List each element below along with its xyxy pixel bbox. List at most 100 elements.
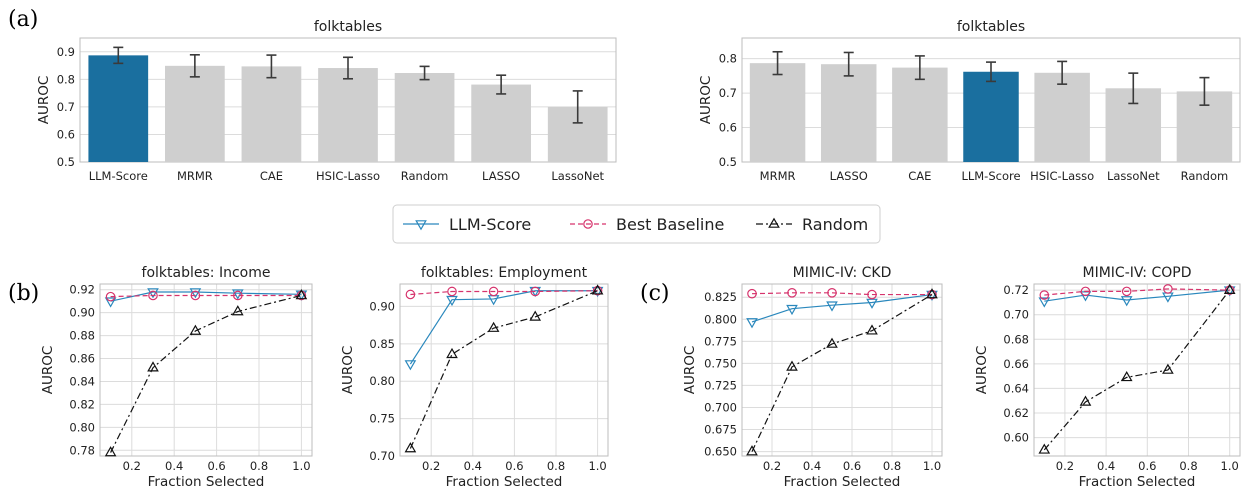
series-line-best-baseline bbox=[410, 290, 598, 296]
y-tick-label: 0.75 bbox=[369, 412, 395, 426]
data-point-llm-score bbox=[189, 288, 202, 299]
x-category-label: MRMR bbox=[177, 169, 213, 183]
x-tick-label: 0.8 bbox=[547, 459, 565, 473]
data-point-random bbox=[487, 321, 500, 332]
series-line-random bbox=[1043, 289, 1231, 451]
y-tick-label: 0.6 bbox=[719, 121, 737, 135]
y-tick-label: 0.800 bbox=[704, 312, 737, 326]
data-point-best-baseline bbox=[867, 289, 877, 300]
data-point-llm-score bbox=[487, 295, 500, 306]
legend-label: Random bbox=[802, 215, 868, 234]
data-point-best-baseline bbox=[488, 286, 499, 297]
x-tick-label: 0.6 bbox=[1138, 459, 1156, 473]
bar-cae bbox=[241, 66, 302, 162]
data-point-best-baseline bbox=[1163, 284, 1173, 294]
data-point-best-baseline bbox=[827, 288, 837, 298]
x-tick-label: 1.0 bbox=[923, 459, 941, 473]
x-category-label: HSIC-Lasso bbox=[1030, 169, 1094, 183]
x-axis-label: Fraction Selected bbox=[784, 474, 901, 488]
y-tick-label: 0.7 bbox=[57, 100, 75, 114]
data-point-random bbox=[189, 324, 202, 335]
bar-llm-score bbox=[88, 55, 149, 162]
data-point-random bbox=[746, 445, 758, 456]
x-tick-label: 1.0 bbox=[588, 459, 606, 473]
bar-hsic-lasso bbox=[318, 68, 378, 162]
y-tick-label: 0.60 bbox=[1003, 431, 1029, 445]
y-tick-label: 0.750 bbox=[704, 356, 737, 370]
data-point-best-baseline bbox=[447, 286, 457, 297]
data-point-random bbox=[866, 324, 878, 335]
data-point-best-baseline bbox=[148, 290, 158, 301]
data-point-best-baseline bbox=[1121, 286, 1132, 297]
x-tick-label: 1.0 bbox=[292, 459, 310, 473]
x-tick-label: 0.6 bbox=[843, 459, 861, 473]
y-tick-label: 0.7 bbox=[719, 86, 737, 100]
bar-random bbox=[394, 72, 455, 162]
y-tick-label: 0.92 bbox=[69, 283, 95, 297]
data-point-best-baseline bbox=[405, 289, 416, 300]
y-axis-label: AUROC bbox=[974, 346, 990, 395]
y-tick-label: 0.6 bbox=[57, 127, 75, 141]
x-tick-label: 0.8 bbox=[250, 459, 268, 473]
y-tick-label: 0.90 bbox=[69, 306, 95, 320]
x-tick-label: 0.2 bbox=[422, 459, 440, 473]
chart-title: folktables: Income bbox=[142, 265, 271, 281]
x-tick-label: 0.4 bbox=[1097, 459, 1115, 473]
series-line-best-baseline bbox=[110, 294, 302, 298]
x-tick-label: 0.6 bbox=[505, 459, 523, 473]
plot-frame bbox=[1033, 283, 1241, 457]
data-point-random bbox=[826, 337, 838, 348]
x-category-label: Random bbox=[1181, 169, 1229, 183]
y-tick-label: 0.725 bbox=[704, 378, 737, 392]
chart-title: folktables bbox=[957, 19, 1025, 35]
y-tick-label: 0.700 bbox=[704, 400, 737, 414]
y-axis-label: AUROC bbox=[36, 76, 52, 125]
data-point-random bbox=[147, 361, 159, 372]
panel-label-c: (c) bbox=[640, 281, 670, 306]
y-tick-label: 0.64 bbox=[1003, 381, 1029, 395]
y-tick-label: 0.88 bbox=[69, 329, 95, 343]
bar-llm-score bbox=[963, 71, 1019, 162]
x-category-label: LASSO bbox=[482, 169, 520, 183]
series-line-best-baseline bbox=[1044, 288, 1230, 296]
data-point-best-baseline bbox=[787, 288, 797, 298]
data-point-random bbox=[1162, 363, 1174, 374]
y-tick-label: 0.70 bbox=[1003, 308, 1029, 322]
series-line-llm-score bbox=[1044, 289, 1230, 302]
series-line-random bbox=[409, 290, 598, 449]
x-tick-label: 0.2 bbox=[763, 459, 781, 473]
data-point-llm-score bbox=[104, 297, 117, 308]
data-point-llm-score bbox=[746, 318, 758, 329]
panel-label-a: (a) bbox=[8, 7, 38, 32]
y-tick-label: 0.90 bbox=[369, 299, 395, 313]
chart-title: MIMIC-IV: COPD bbox=[1083, 265, 1192, 281]
y-axis-label: AUROC bbox=[698, 76, 714, 125]
data-point-best-baseline bbox=[530, 286, 540, 297]
y-tick-label: 0.825 bbox=[704, 290, 737, 304]
y-tick-label: 0.675 bbox=[704, 423, 737, 437]
y-axis-label: AUROC bbox=[682, 346, 698, 395]
y-tick-label: 0.86 bbox=[69, 352, 95, 366]
x-tick-label: 1.0 bbox=[1221, 459, 1239, 473]
x-category-label: HSIC-Lasso bbox=[316, 169, 380, 183]
data-point-llm-score bbox=[147, 288, 159, 299]
data-point-best-baseline bbox=[1080, 286, 1091, 297]
y-tick-label: 0.62 bbox=[1003, 406, 1029, 420]
y-tick-label: 0.8 bbox=[719, 52, 737, 66]
y-tick-label: 0.5 bbox=[719, 155, 737, 169]
data-point-llm-score bbox=[826, 301, 838, 312]
panel-label-b: (b) bbox=[8, 281, 39, 306]
chart-5: MIMIC-IV: COPD 0.60 0.62 0.64 0.66 0.68 0.70 0.… bbox=[974, 265, 1241, 488]
data-point-random bbox=[104, 446, 117, 457]
y-tick-label: 0.66 bbox=[1003, 357, 1029, 371]
chart-title: folktables: Employment bbox=[421, 265, 588, 281]
data-point-best-baseline bbox=[1039, 290, 1050, 300]
y-tick-label: 0.84 bbox=[69, 374, 95, 388]
bar-mrmr bbox=[164, 65, 225, 162]
x-tick-label: 0.6 bbox=[207, 459, 225, 473]
series-line-random bbox=[751, 294, 933, 452]
chart-2: folktables: Income 0.78 0.80 0.82 0.84 0.86 0.… bbox=[40, 265, 313, 488]
bar-lasso bbox=[471, 84, 532, 162]
plot-frame bbox=[741, 283, 943, 457]
data-point-llm-score bbox=[1038, 297, 1051, 308]
